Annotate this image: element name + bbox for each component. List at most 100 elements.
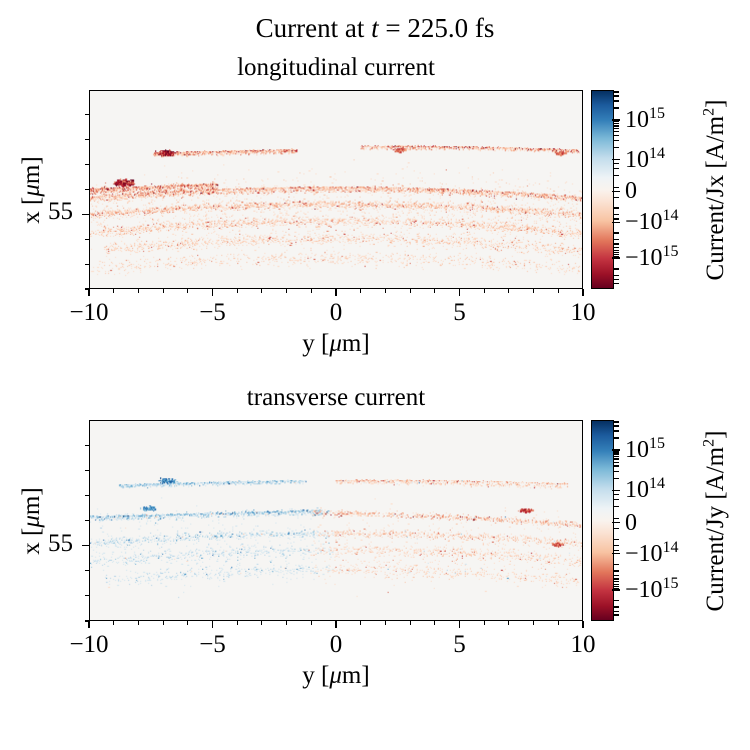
tick-mark xyxy=(310,289,312,293)
figure-title-italic-t: t xyxy=(371,13,379,43)
tick-mark xyxy=(286,621,288,625)
tick-mark xyxy=(614,279,619,281)
tick-mark xyxy=(614,268,619,270)
tick-mark xyxy=(614,570,619,572)
tick-mark xyxy=(211,289,214,296)
colorbar-tick-label: 0 xyxy=(625,509,637,536)
tick-mark xyxy=(614,131,619,133)
figure-title-post: = 225.0 fs xyxy=(378,13,495,43)
tick-mark xyxy=(261,621,263,625)
tick-mark xyxy=(614,140,619,142)
tick-mark xyxy=(614,100,619,102)
tick-mark xyxy=(614,600,619,602)
tick-mark xyxy=(612,257,620,259)
tick-mark xyxy=(409,289,411,293)
tick-mark xyxy=(614,614,619,616)
tick-mark xyxy=(614,578,619,580)
x-tick-label: −10 xyxy=(69,299,109,326)
tick-mark xyxy=(614,218,619,220)
tick-mark xyxy=(614,207,619,209)
subplot-transverse: transverse current −10 −5 0 5 10 y [μm] … xyxy=(18,384,729,689)
x-axis-label: y [μm] xyxy=(302,662,370,689)
tick-mark xyxy=(614,470,619,472)
tick-mark xyxy=(310,621,312,625)
tick-mark xyxy=(409,621,411,625)
x-axis-label: y [μm] xyxy=(302,330,370,357)
tick-mark xyxy=(88,289,90,296)
tick-mark xyxy=(384,621,386,625)
tick-mark xyxy=(236,289,238,293)
subplot-longitudinal: longitudinal current −10 −5 0 5 10 y [μm… xyxy=(18,54,729,357)
tick-mark xyxy=(614,147,619,149)
tick-mark xyxy=(187,289,189,293)
tick-mark xyxy=(533,289,535,293)
tick-mark xyxy=(614,249,619,251)
x-tick-label: −5 xyxy=(199,299,226,326)
tick-mark xyxy=(614,544,619,547)
tick-mark xyxy=(614,517,619,520)
tick-mark xyxy=(211,621,214,628)
tick-mark xyxy=(612,190,620,193)
plot-canvas xyxy=(90,91,582,288)
mu-symbol: μ xyxy=(329,662,342,689)
tick-mark xyxy=(384,289,386,293)
tick-mark xyxy=(614,451,619,453)
tick-mark xyxy=(614,461,619,463)
colorbar-tick-label: −1014 xyxy=(625,538,679,567)
x-tick-label: 5 xyxy=(453,631,466,658)
tick-mark xyxy=(458,621,461,628)
subplot-title: longitudinal current xyxy=(237,54,435,81)
colorbar-gradient xyxy=(591,90,614,289)
tick-mark xyxy=(612,119,620,121)
tick-mark xyxy=(612,521,620,524)
tick-mark xyxy=(614,123,619,125)
tick-mark xyxy=(533,621,535,625)
tick-mark xyxy=(612,158,620,161)
tick-mark xyxy=(614,107,619,109)
tick-mark xyxy=(614,585,619,587)
tick-mark xyxy=(82,213,89,216)
tick-mark xyxy=(261,289,263,293)
tick-mark xyxy=(612,589,620,591)
colorbar xyxy=(591,90,620,289)
tick-mark xyxy=(612,489,620,492)
tick-mark xyxy=(614,574,619,577)
tick-mark xyxy=(614,174,619,177)
tick-mark xyxy=(614,505,619,507)
x-tick-label: 10 xyxy=(570,631,596,658)
colorbar-tick-label: 1014 xyxy=(625,144,665,173)
tick-mark xyxy=(614,196,619,198)
tick-mark xyxy=(162,621,164,625)
tick-mark xyxy=(557,621,559,625)
colorbar xyxy=(591,420,620,621)
x-tick-label: 0 xyxy=(329,299,343,326)
tick-mark xyxy=(614,246,619,249)
tick-mark xyxy=(335,621,337,628)
tick-mark xyxy=(113,289,115,293)
tick-mark xyxy=(187,621,189,625)
tick-mark xyxy=(113,621,115,625)
tick-mark xyxy=(614,121,619,123)
tick-mark xyxy=(335,289,337,296)
x-tick-label: 10 xyxy=(570,299,596,326)
tick-mark xyxy=(582,621,584,628)
tick-mark xyxy=(614,455,619,458)
tick-mark xyxy=(614,128,619,130)
tick-mark xyxy=(360,621,362,625)
tick-mark xyxy=(614,549,619,551)
tick-mark xyxy=(483,621,485,625)
tick-mark xyxy=(162,289,164,293)
tick-mark xyxy=(360,289,362,293)
colorbar-gradient xyxy=(591,420,614,621)
colorbar-tick-label: −1015 xyxy=(625,243,679,272)
tick-mark xyxy=(614,254,619,256)
tick-mark xyxy=(614,91,619,93)
tick-mark xyxy=(614,606,619,608)
tick-mark xyxy=(508,621,510,625)
tick-mark xyxy=(614,498,619,500)
tick-mark xyxy=(508,289,510,293)
tick-mark xyxy=(614,477,619,479)
tick-mark xyxy=(614,95,619,97)
colorbar-label: Current/Jy [A/m2] xyxy=(700,430,729,611)
tick-mark xyxy=(614,162,619,165)
